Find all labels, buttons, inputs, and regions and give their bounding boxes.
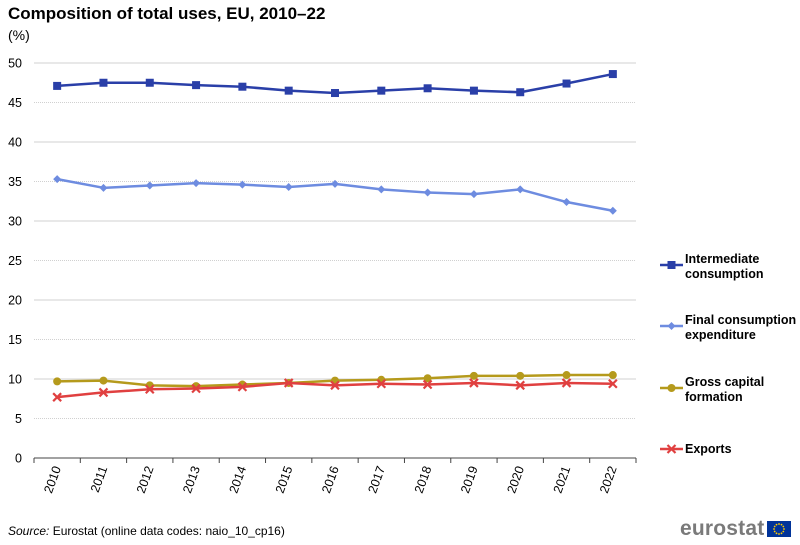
data-point-intermediate-consumption: [238, 82, 247, 91]
legend-marker-final-consumption-expenditure: [667, 322, 676, 330]
y-tick-label: 30: [8, 215, 22, 229]
flag-star: [774, 530, 777, 533]
legend-label-gross-capital-formation: Gross capital formation: [685, 375, 764, 404]
y-tick-label: 15: [8, 333, 22, 347]
data-point-intermediate-consumption: [469, 86, 478, 95]
unit-label: (%): [8, 27, 30, 43]
data-point-intermediate-consumption: [99, 78, 108, 87]
data-point-gross-capital-formation: [516, 371, 525, 380]
data-point-exports: [144, 384, 155, 395]
y-tick-label: 45: [8, 96, 22, 110]
data-point-exports: [283, 378, 294, 388]
data-point-intermediate-consumption: [145, 78, 154, 87]
data-point-exports: [376, 378, 387, 389]
x-tick-label: 2019: [458, 464, 481, 495]
eurostat-logo: eurostat: [680, 517, 792, 541]
source-label: Source:: [8, 524, 50, 538]
source-text: Eurostat (online data codes: naio_10_cp1…: [49, 524, 285, 538]
data-point-exports: [98, 387, 109, 398]
data-point-gross-capital-formation: [469, 371, 478, 380]
source-note: Source: Eurostat (online data codes: nai…: [8, 524, 285, 538]
legend-label-final-consumption-expenditure: Final consumption expenditure: [685, 313, 796, 342]
y-tick-label: 35: [8, 175, 22, 189]
flag-star: [782, 525, 785, 528]
flag-star: [781, 523, 783, 526]
data-point-final-consumption-expenditure: [331, 179, 339, 188]
legend-marker-gross-capital-formation: [667, 384, 676, 392]
legend-label-intermediate-consumption: Intermediate consumption: [685, 252, 763, 281]
data-point-intermediate-consumption: [562, 79, 571, 88]
data-point-exports: [237, 382, 248, 392]
data-point-gross-capital-formation: [99, 376, 108, 385]
x-tick-label: 2021: [551, 464, 574, 495]
data-point-intermediate-consumption: [516, 88, 525, 97]
x-tick-label: 2013: [180, 464, 203, 495]
x-tick-label: 2012: [134, 464, 157, 495]
flag-star: [782, 530, 785, 533]
data-point-intermediate-consumption: [331, 89, 339, 98]
eu-flag-icon: [767, 521, 792, 537]
data-point-intermediate-consumption: [192, 81, 201, 90]
flag-star: [781, 532, 783, 535]
data-point-exports: [608, 378, 618, 389]
data-point-final-consumption-expenditure: [192, 179, 201, 188]
data-point-final-consumption-expenditure: [238, 180, 247, 189]
y-tick-label: 10: [8, 373, 22, 387]
y-tick-label: 5: [15, 412, 22, 426]
flag-star: [778, 523, 781, 525]
flag-star: [776, 523, 778, 526]
data-point-final-consumption-expenditure: [53, 175, 62, 184]
x-tick-label: 2017: [365, 464, 388, 495]
data-point-intermediate-consumption: [284, 86, 293, 95]
data-point-intermediate-consumption: [377, 86, 386, 95]
data-point-exports: [52, 392, 62, 402]
data-point-final-consumption-expenditure: [99, 183, 108, 192]
x-tick-label: 2022: [597, 464, 620, 495]
data-point-gross-capital-formation: [423, 374, 432, 383]
data-point-intermediate-consumption: [53, 81, 62, 90]
y-tick-label: 25: [8, 254, 22, 268]
legend-marker-exports: [666, 444, 677, 454]
chart-title: Composition of total uses, EU, 2010–22: [8, 4, 326, 23]
brand-name: eurostat: [680, 517, 765, 540]
data-point-exports: [191, 383, 201, 394]
flag-star: [778, 533, 781, 535]
data-point-final-consumption-expenditure: [469, 190, 478, 199]
line-chart: 0 5 10 15 20 25 30 35 40 45 50 2010 2011 2012 2013 2014…: [8, 57, 796, 496]
y-tick-label: 20: [8, 294, 22, 308]
x-tick-label: 2016: [319, 464, 342, 495]
x-tick-label: 2020: [504, 464, 527, 495]
data-point-final-consumption-expenditure: [284, 183, 293, 192]
flag-star: [773, 528, 776, 530]
x-tick-label: 2015: [273, 464, 296, 495]
data-point-exports: [469, 378, 479, 388]
data-point-exports: [330, 380, 340, 391]
data-point-final-consumption-expenditure: [145, 181, 154, 190]
y-tick-label: 0: [15, 452, 22, 466]
flag-star: [783, 528, 786, 530]
x-tick-label: 2018: [412, 464, 435, 495]
legend-label-exports: Exports: [685, 442, 732, 456]
x-tick-label: 2011: [88, 464, 110, 494]
data-point-intermediate-consumption: [608, 70, 617, 79]
data-point-final-consumption-expenditure: [516, 185, 525, 194]
flag-star: [774, 525, 777, 528]
data-point-exports: [561, 378, 572, 388]
flag-star: [776, 532, 778, 535]
data-point-exports: [422, 379, 433, 390]
data-point-final-consumption-expenditure: [423, 188, 432, 197]
data-point-intermediate-consumption: [423, 84, 432, 93]
x-tick-label: 2010: [41, 464, 64, 495]
data-point-final-consumption-expenditure: [608, 206, 617, 215]
data-point-final-consumption-expenditure: [377, 185, 386, 194]
legend-marker-intermediate-consumption: [667, 261, 676, 269]
y-tick-label: 50: [8, 57, 22, 71]
data-point-gross-capital-formation: [608, 371, 617, 380]
data-point-gross-capital-formation: [53, 377, 62, 386]
data-point-final-consumption-expenditure: [562, 198, 571, 207]
data-point-exports: [515, 380, 526, 391]
data-point-gross-capital-formation: [562, 371, 571, 380]
x-tick-label: 2014: [227, 464, 250, 495]
y-tick-label: 40: [8, 136, 22, 150]
